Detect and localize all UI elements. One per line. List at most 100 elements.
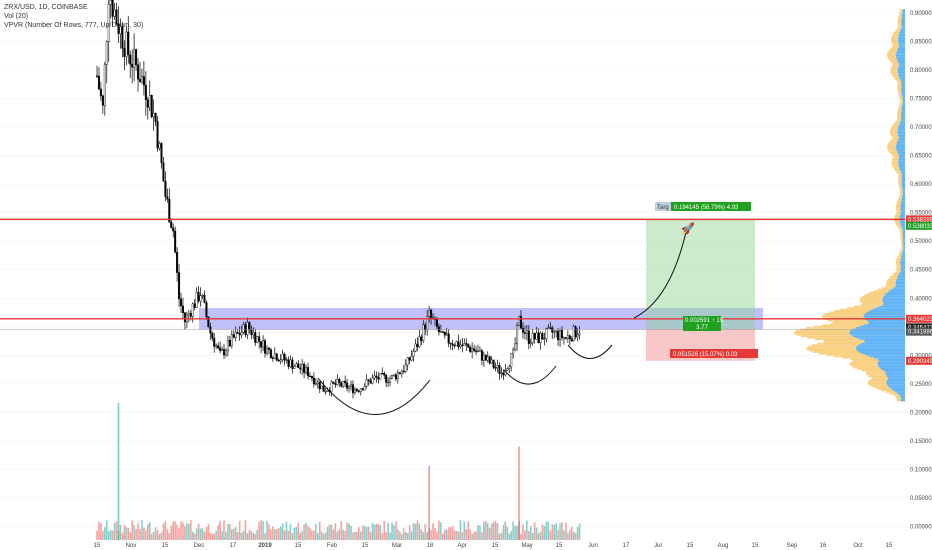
vpvr-bar-up (903, 247, 905, 249)
vpvr-bar-down (896, 201, 901, 204)
candle-body (516, 325, 519, 344)
vpvr-bar-up (882, 300, 905, 302)
volume-bar (572, 531, 575, 540)
candle-body (449, 342, 452, 345)
vpvr-bar-up (893, 389, 905, 392)
volume-bar (365, 526, 368, 540)
volume-bar (496, 523, 499, 540)
vpvr-bar-up (877, 361, 905, 363)
vpvr-bar-up (863, 317, 905, 319)
volume-bar (223, 520, 225, 540)
candle-body (316, 381, 319, 384)
vpvr-bar-up (883, 370, 905, 372)
vpvr-bar-down (815, 338, 861, 341)
vpvr-bar-down (854, 367, 880, 369)
candle-body (545, 328, 548, 339)
volume-bar (381, 533, 384, 540)
vpvr-bar-down (867, 292, 887, 295)
vpvr-bar-up (898, 40, 905, 42)
vpvr-bar-up (900, 203, 905, 205)
vpvr-bar-down (900, 193, 903, 195)
candle-body (461, 344, 464, 346)
vpvr-bar-down (832, 321, 869, 323)
candle-body (326, 390, 329, 392)
vpvr-bar-down (888, 277, 897, 279)
vpvr-bar-up (902, 253, 905, 255)
candle-body (168, 199, 171, 223)
vpvr-bar-down (891, 161, 899, 164)
candle-body (305, 367, 308, 373)
candle-body (512, 349, 515, 354)
vpvr-bar-up (901, 90, 905, 92)
vpvr-bar-up (886, 292, 905, 295)
candle-body (295, 363, 298, 367)
vpvr-bar-down (862, 302, 884, 305)
vpvr-bar-down (878, 388, 892, 390)
candle-body (441, 331, 444, 333)
vpvr-bar-down (893, 44, 900, 47)
volume-bar (565, 522, 567, 540)
volume-bar (279, 526, 282, 540)
candle-body (226, 340, 229, 351)
volume-bar (150, 533, 153, 540)
candle-body (199, 295, 202, 302)
volume-bar (418, 523, 421, 540)
vpvr-bar-up (902, 237, 905, 239)
vpvr-bar-up (901, 254, 905, 256)
candle-body (119, 26, 122, 34)
vpvr-bar-down (896, 171, 901, 174)
vpvr-bar-up (897, 69, 905, 71)
volume-bar (383, 521, 386, 540)
vpvr-bar-down (867, 382, 887, 385)
vpvr-bar-up (899, 220, 905, 222)
vpvr-bar-down (895, 213, 901, 215)
vpvr-bar-up (902, 187, 905, 189)
candle-body (570, 338, 573, 342)
vpvr-bar-up (902, 191, 905, 194)
candle-body (107, 4, 110, 42)
vpvr-bar-up (901, 178, 905, 181)
time-tick-label: 16 (820, 543, 827, 549)
volume-bar (340, 521, 343, 540)
vpvr-bar-down (882, 389, 894, 392)
volume-bar (377, 524, 380, 540)
vpvr-bar-up (897, 275, 905, 278)
vpvr-bar-up (899, 123, 905, 125)
vpvr-bar-up (895, 284, 905, 286)
volume-bar (485, 521, 487, 540)
volume-bar (147, 524, 149, 540)
volume-bar (115, 521, 118, 540)
vpvr-bar-down (896, 29, 901, 31)
volume-bar (231, 529, 233, 540)
volume-bar (152, 531, 155, 540)
vpvr-bar-down (887, 143, 897, 145)
vpvr-bar-up (895, 283, 905, 285)
volume-bar (252, 532, 255, 540)
vpvr-bar-up (887, 378, 905, 380)
candle-body (424, 324, 427, 331)
vpvr-bar-up (902, 97, 905, 99)
cup-arc (317, 377, 431, 415)
candle-body (111, 0, 114, 17)
vpvr-bar-up (868, 321, 905, 323)
time-tick-label: 15 (94, 543, 101, 549)
candle-body (189, 313, 192, 317)
vpvr-bar-down (894, 215, 900, 218)
vpvr-bar-down (901, 247, 904, 249)
candle-body (391, 375, 394, 379)
volume-bar (459, 520, 462, 540)
vpvr-bar-down (887, 53, 897, 55)
vpvr-bar-up (898, 138, 905, 141)
vpvr-bar-up (902, 251, 905, 254)
vpvr-bar-down (890, 153, 898, 155)
vpvr-bar-down (812, 351, 859, 353)
volume-bar (260, 520, 262, 540)
vpvr-bar-up (901, 87, 905, 89)
volume-bar (330, 524, 333, 540)
vpvr-bar-down (870, 291, 888, 293)
volume-bar (201, 528, 204, 540)
candle-body (502, 372, 505, 376)
vpvr-bar-up (856, 337, 905, 339)
